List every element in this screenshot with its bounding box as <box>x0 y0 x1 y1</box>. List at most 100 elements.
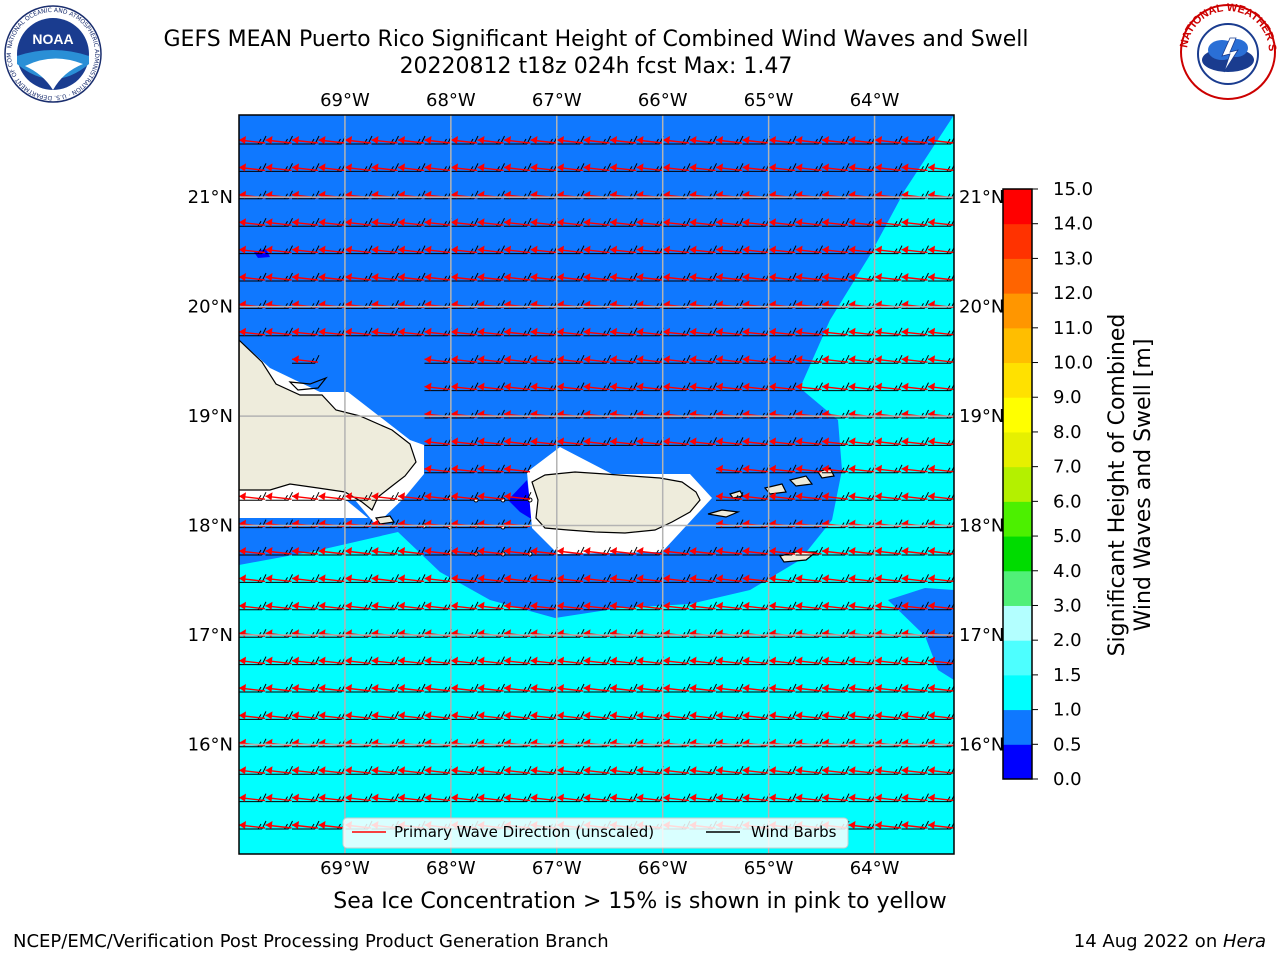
wave-arrow <box>397 601 425 610</box>
wave-arrow <box>318 163 345 172</box>
wave-arrow <box>715 766 743 775</box>
wave-arrow <box>821 574 849 583</box>
colorbar-band <box>1003 640 1032 676</box>
wave-arrow <box>821 793 849 802</box>
wave-arrow <box>768 601 796 610</box>
wave-arrow <box>927 437 954 446</box>
wave-arrow <box>927 327 954 336</box>
wave-arrow <box>291 163 319 172</box>
wave-arrow <box>556 382 584 391</box>
wave-arrow <box>874 656 902 665</box>
wave-arrow <box>874 245 902 254</box>
wave-arrow <box>291 656 319 665</box>
lon-label-bottom: 64°W <box>850 858 900 879</box>
wave-arrow <box>503 218 531 227</box>
wave-arrow <box>583 273 610 281</box>
wave-arrow <box>556 574 584 583</box>
wave-arrow <box>768 574 796 583</box>
wave-arrow <box>397 656 425 665</box>
wave-arrow <box>239 218 266 227</box>
wave-arrow <box>636 273 663 281</box>
wave-arrow <box>927 547 954 555</box>
wave-arrow <box>265 273 292 281</box>
wave-arrow <box>795 574 822 583</box>
wave-arrow <box>344 547 372 555</box>
wave-arrow <box>424 273 451 281</box>
wave-arrow <box>477 547 504 555</box>
wave-arrow <box>556 437 584 446</box>
wave-arrow <box>477 273 504 281</box>
colorbar-band <box>1003 570 1032 606</box>
wave-arrow <box>768 464 796 473</box>
wave-arrow <box>530 273 557 281</box>
land-vieques <box>707 509 741 518</box>
wave-arrow <box>477 382 504 391</box>
wave-arrow <box>821 327 849 336</box>
wave-arrow <box>768 245 796 254</box>
wave-arrow <box>450 245 478 254</box>
longitude-labels-bottom: 69°W 68°W 67°W 66°W 65°W 64°W <box>320 858 900 879</box>
wave-arrow <box>265 547 292 555</box>
wave-arrow <box>662 382 690 391</box>
wave-arrow <box>901 136 928 144</box>
wave-arrow <box>848 793 875 802</box>
wave-arrow <box>662 684 690 692</box>
wave-arrow <box>689 656 716 665</box>
chart-subtitle: 20220812 t18z 024h fcst Max: 1.47 <box>399 54 793 79</box>
wave-arrow <box>662 766 690 775</box>
wave-arrow <box>609 273 637 281</box>
colorbar-band <box>1003 327 1032 364</box>
wave-arrow <box>450 355 478 364</box>
wave-arrow <box>742 382 769 391</box>
wave-arrow <box>530 601 557 610</box>
colorbar-band <box>1003 397 1032 433</box>
wave-arrow <box>689 711 716 720</box>
wave-arrow <box>450 793 478 802</box>
wave-arrow <box>450 136 478 144</box>
wave-arrow <box>927 163 954 172</box>
wave-arrow <box>450 766 478 775</box>
wave-arrow <box>927 245 954 254</box>
wave-arrow <box>265 574 292 583</box>
wave-arrow <box>239 766 266 775</box>
colorbar-tick-label: 1.0 <box>1053 700 1082 721</box>
wave-arrow <box>689 382 716 391</box>
wave-arrow <box>689 601 716 610</box>
wave-arrow <box>715 601 743 610</box>
wave-arrow <box>609 601 637 610</box>
wave-arrow <box>397 766 425 775</box>
colorbar-tick-label: 11.0 <box>1053 318 1093 339</box>
wave-arrow <box>874 273 902 281</box>
map-area <box>239 115 954 854</box>
wave-arrow <box>344 793 372 802</box>
wave-arrow <box>768 273 796 281</box>
wave-arrow <box>609 656 637 665</box>
wave-arrow <box>477 136 504 144</box>
wave-arrow <box>265 656 292 665</box>
wave-arrow <box>424 464 451 473</box>
wave-arrow <box>609 136 637 144</box>
wave-arrow <box>556 327 584 336</box>
wave-arrow <box>742 327 769 336</box>
wave-arrow <box>424 245 451 254</box>
wave-arrow <box>742 136 769 144</box>
wave-arrow <box>583 218 610 227</box>
wave-arrow <box>795 547 822 555</box>
wave-arrow <box>265 492 292 501</box>
latitude-labels-left: 21°N 20°N 19°N 18°N 17°N 16°N <box>188 187 233 755</box>
wave-arrow <box>609 766 637 775</box>
wave-arrow <box>318 684 345 692</box>
wave-arrow <box>477 684 504 692</box>
wave-arrow <box>556 355 584 364</box>
wave-arrow <box>477 574 504 583</box>
wave-arrow <box>503 382 531 391</box>
wave-arrow <box>503 766 531 775</box>
wave-arrow <box>371 163 398 172</box>
wave-arrow <box>397 245 425 254</box>
wave-arrow <box>291 821 319 829</box>
colorbar-tick-label: 9.0 <box>1053 387 1082 408</box>
wave-arrow <box>239 492 266 501</box>
wave-arrow <box>901 273 928 281</box>
wave-arrow <box>397 218 425 227</box>
wave-arrow <box>689 547 716 555</box>
